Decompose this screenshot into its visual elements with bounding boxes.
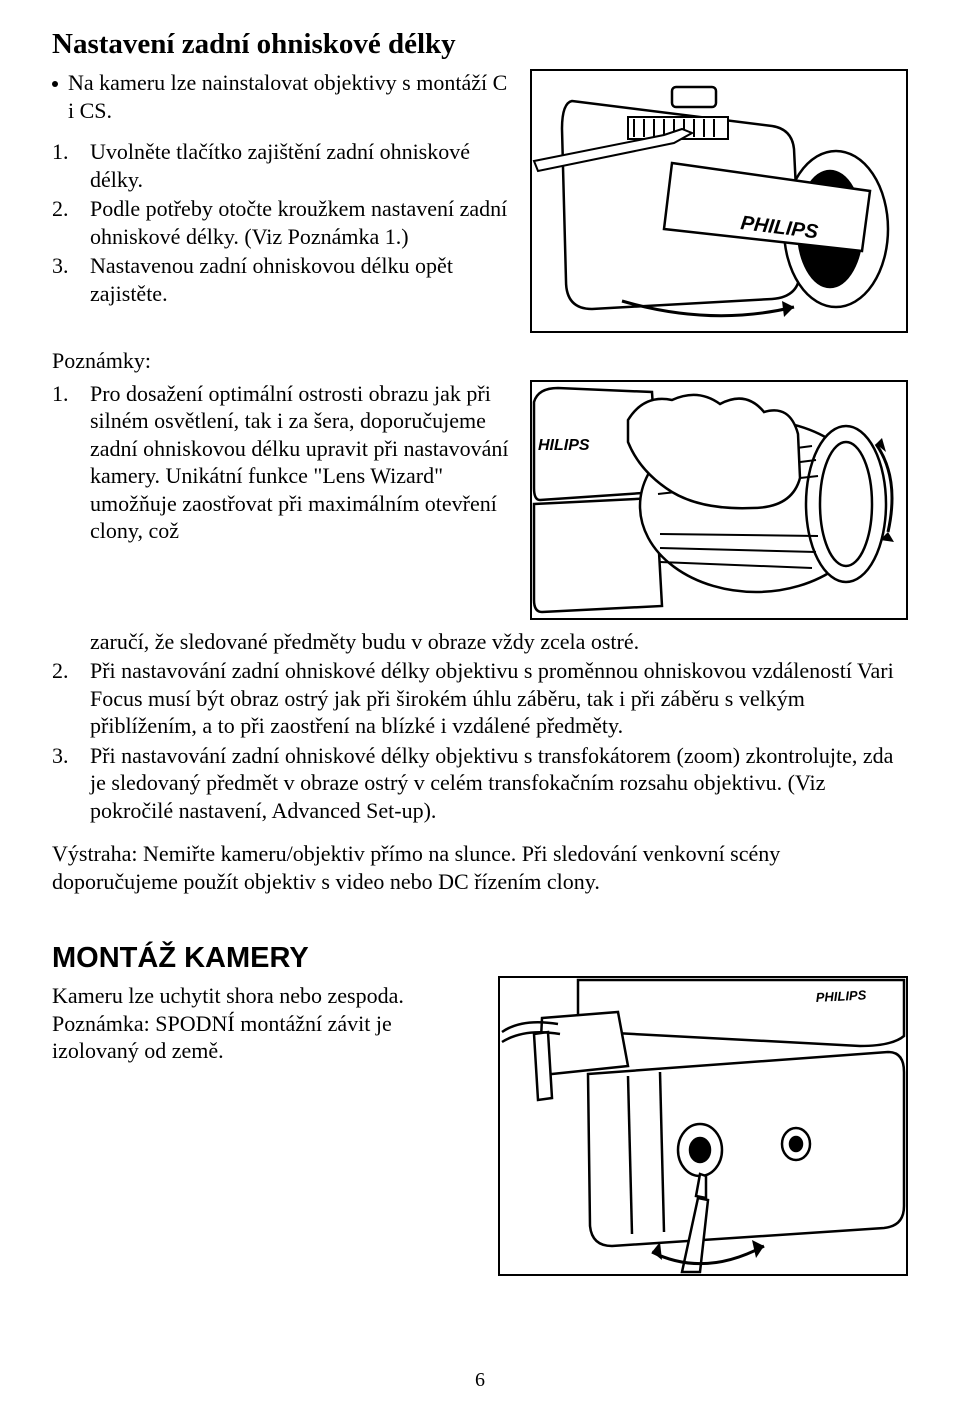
notes-list-cont: 2. Při nastavování zadní ohniskové délky… [52, 657, 908, 824]
steps-list: 1. Uvolněte tlačítko zajištění zadní ohn… [52, 138, 508, 307]
intro-text: Na kameru lze nainstalovat objektivy s m… [68, 69, 508, 124]
note-item: 1. Pro dosažení optimální ostrosti obraz… [52, 380, 512, 545]
note-item: 2. Při nastavování zadní ohniskové délky… [52, 657, 908, 740]
note-text: Pro dosažení optimální ostrosti obrazu j… [90, 380, 512, 545]
step-item: 2. Podle potřeby otočte kroužkem nastave… [52, 195, 508, 250]
heading-camera-mount: MONTÁŽ KAMERY [52, 941, 908, 976]
page-number: 6 [0, 1369, 960, 1392]
warning-text: Výstraha: Nemiřte kameru/objektiv přímo … [52, 840, 908, 895]
note-number: 1. [52, 380, 80, 545]
step-item: 3. Nastavenou zadní ohniskovou délku opě… [52, 252, 508, 307]
step-text: Podle potřeby otočte kroužkem nastavení … [90, 195, 508, 250]
figure-lens-adjust: HILIPS [530, 380, 908, 620]
note-number: 2. [52, 657, 80, 740]
note-text: Při nastavování zadní ohniskové délky ob… [90, 742, 908, 825]
philips-label-small: PHILIPS [815, 988, 867, 1006]
note-text-a: Pro dosažení optimální ostrosti obrazu j… [90, 381, 509, 544]
notes-label: Poznámky: [52, 347, 908, 376]
mount-body-text: Kameru lze uchytit shora nebo zespoda. P… [52, 982, 472, 1065]
figure-camera-mount: PHILIPS [498, 976, 908, 1276]
figure-camera-side: PHILIPS [530, 69, 908, 333]
note-item: 3. Při nastavování zadní ohniskové délky… [52, 742, 908, 825]
step-number: 2. [52, 195, 80, 250]
step-text: Nastavenou zadní ohniskovou délku opět z… [90, 252, 508, 307]
heading-back-focal-length: Nastavení zadní ohniskové délky [52, 28, 908, 61]
step-number: 3. [52, 252, 80, 307]
philips-label-partial: HILIPS [538, 437, 590, 454]
step-text: Uvolněte tlačítko zajištění zadní ohnisk… [90, 138, 508, 193]
bullet-icon [52, 81, 58, 87]
note-text-continuation: zaručí, že sledované předměty budu v obr… [90, 628, 908, 656]
note-number: 3. [52, 742, 80, 825]
step-item: 1. Uvolněte tlačítko zajištění zadní ohn… [52, 138, 508, 193]
note-text: Při nastavování zadní ohniskové délky ob… [90, 657, 908, 740]
step-number: 1. [52, 138, 80, 193]
